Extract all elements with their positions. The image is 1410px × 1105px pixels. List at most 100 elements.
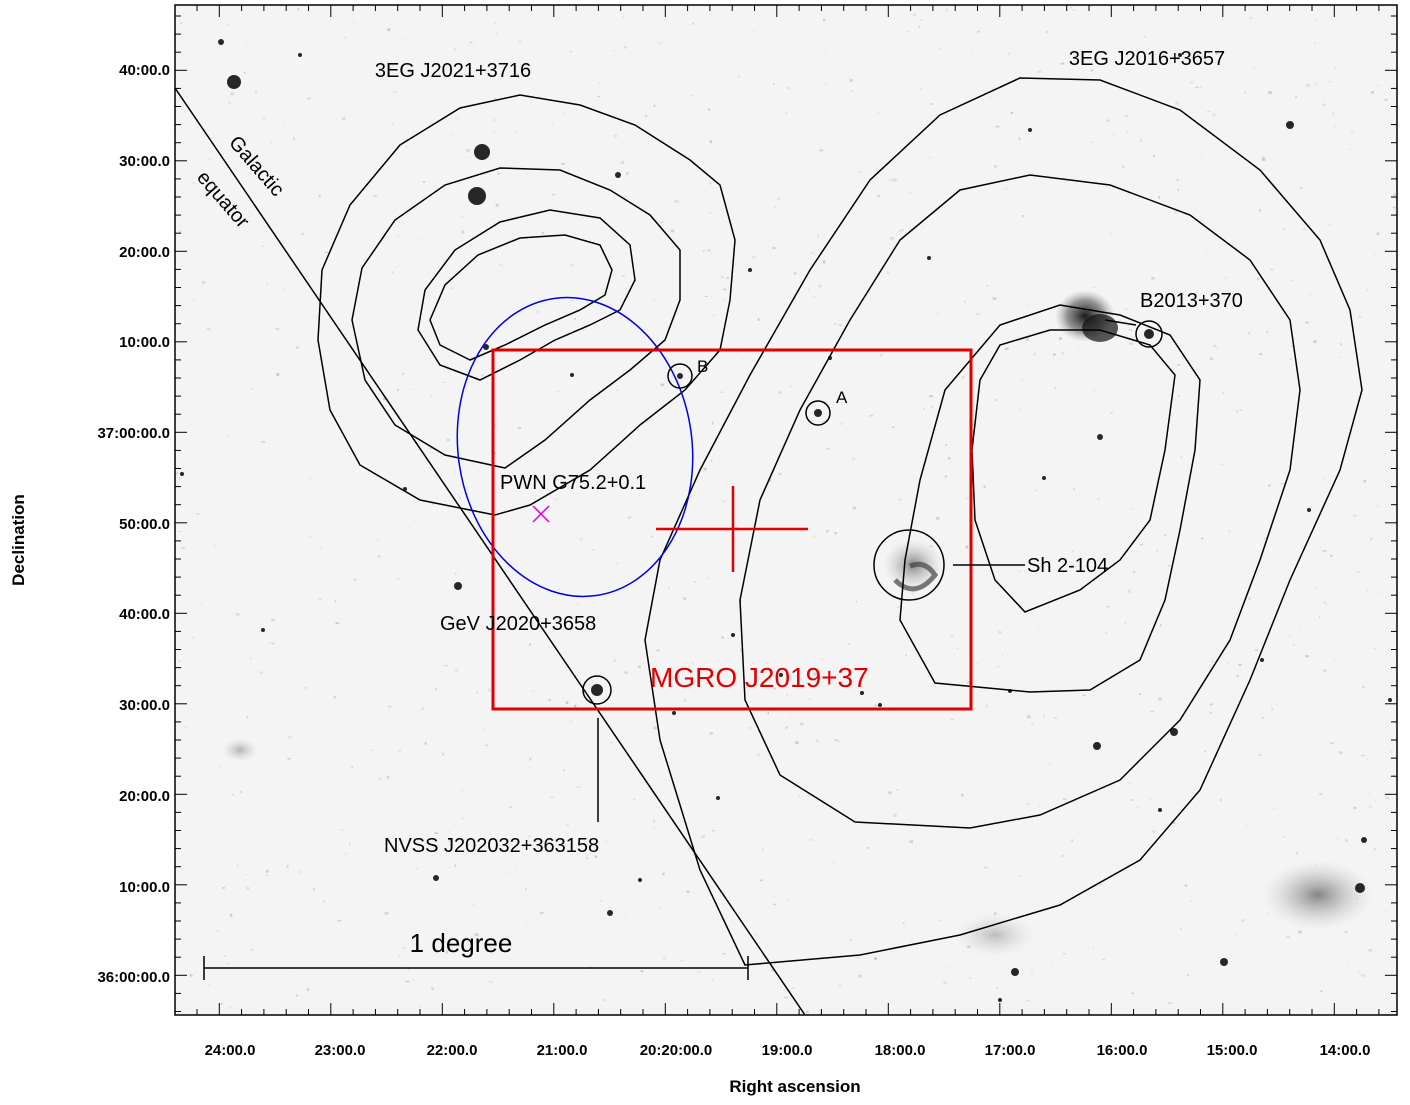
noise-speck <box>1131 799 1134 801</box>
noise-speck <box>281 120 285 124</box>
noise-speck <box>1061 854 1064 857</box>
noise-speck <box>351 766 353 769</box>
noise-speck <box>1338 751 1343 754</box>
noise-speck <box>820 658 824 661</box>
x-tick-label: 19:00.0 <box>762 1042 813 1059</box>
noise-speck <box>1305 321 1309 324</box>
noise-speck <box>431 502 435 505</box>
noise-speck <box>391 122 394 125</box>
noise-speck <box>1026 802 1030 806</box>
noise-speck <box>1097 498 1100 500</box>
noise-speck <box>712 852 717 854</box>
noise-speck <box>447 839 452 842</box>
noise-speck <box>709 182 712 185</box>
noise-speck <box>482 451 484 453</box>
noise-speck <box>406 145 408 148</box>
noise-speck <box>1149 798 1153 800</box>
noise-speck <box>1158 195 1161 199</box>
noise-speck <box>756 753 760 757</box>
noise-speck <box>749 974 753 977</box>
noise-speck <box>772 246 776 250</box>
noise-speck <box>1054 387 1057 390</box>
noise-speck <box>712 978 714 981</box>
noise-speck <box>396 235 399 238</box>
noise-speck <box>1153 154 1155 158</box>
noise-speck <box>570 264 574 267</box>
noise-speck <box>653 826 656 829</box>
noise-speck <box>789 385 793 388</box>
noise-speck <box>1177 377 1179 380</box>
y-tick-label: 50:00.0 <box>119 516 170 533</box>
background-noise <box>175 7 1396 1015</box>
noise-speck <box>472 462 475 466</box>
noise-speck <box>701 835 705 838</box>
galactic-equator-line <box>175 87 806 1015</box>
noise-speck <box>1278 598 1282 600</box>
gev-label: GeV J2020+3658 <box>440 613 596 635</box>
noise-speck <box>1262 716 1264 719</box>
noise-speck <box>550 796 554 799</box>
noise-speck <box>461 817 465 819</box>
noise-speck <box>294 284 297 286</box>
noise-speck <box>1091 286 1095 289</box>
noise-speck <box>945 8 948 12</box>
noise-speck <box>969 977 972 979</box>
noise-speck <box>1205 412 1208 415</box>
noise-speck <box>175 472 179 475</box>
noise-speck <box>1322 601 1327 605</box>
noise-speck <box>658 42 663 45</box>
noise-speck <box>808 698 812 700</box>
noise-speck <box>1192 403 1195 405</box>
noise-speck <box>221 1002 223 1006</box>
noise-speck <box>928 156 932 159</box>
noise-speck <box>1298 930 1302 934</box>
noise-speck <box>599 899 603 902</box>
noise-speck <box>1224 276 1229 279</box>
noise-speck <box>834 739 837 741</box>
noise-speck <box>905 111 908 113</box>
noise-speck <box>823 51 828 55</box>
noise-speck <box>1026 999 1030 1002</box>
noise-speck <box>704 295 709 298</box>
noise-speck <box>690 94 693 97</box>
noise-speck <box>1129 508 1133 510</box>
source-a-label: A <box>836 388 848 407</box>
noise-speck <box>755 934 757 936</box>
sh2-104-shell <box>893 561 939 592</box>
noise-speck <box>1178 656 1181 659</box>
noise-speck <box>990 505 993 507</box>
noise-speck <box>283 550 287 553</box>
noise-speck <box>902 922 905 924</box>
point-source <box>298 53 302 57</box>
noise-speck <box>415 309 418 312</box>
noise-speck <box>484 744 489 747</box>
noise-speck <box>1174 866 1178 869</box>
noise-speck <box>196 513 200 515</box>
noise-speck <box>1294 95 1298 99</box>
point-source <box>638 878 642 882</box>
noise-speck <box>1308 293 1311 296</box>
noise-speck <box>653 298 656 301</box>
noise-speck <box>492 130 497 133</box>
noise-speck <box>1390 750 1394 753</box>
noise-speck <box>597 95 601 98</box>
noise-speck <box>668 834 671 837</box>
noise-speck <box>315 316 317 319</box>
noise-speck <box>1259 208 1261 212</box>
noise-speck <box>1091 141 1094 143</box>
point-source <box>1158 808 1162 812</box>
noise-speck <box>1361 686 1365 689</box>
noise-speck <box>1319 793 1323 795</box>
noise-speck <box>1172 821 1176 824</box>
noise-speck <box>260 671 263 674</box>
noise-speck <box>1210 357 1214 360</box>
x-tick-label: 18:00.0 <box>875 1042 926 1059</box>
noise-speck <box>1187 974 1189 976</box>
noise-speck <box>1166 297 1170 300</box>
noise-speck <box>1062 952 1066 955</box>
noise-speck <box>266 869 269 873</box>
noise-speck <box>284 685 287 688</box>
noise-speck <box>825 448 830 450</box>
noise-speck <box>1204 750 1206 753</box>
noise-speck <box>1160 623 1162 627</box>
